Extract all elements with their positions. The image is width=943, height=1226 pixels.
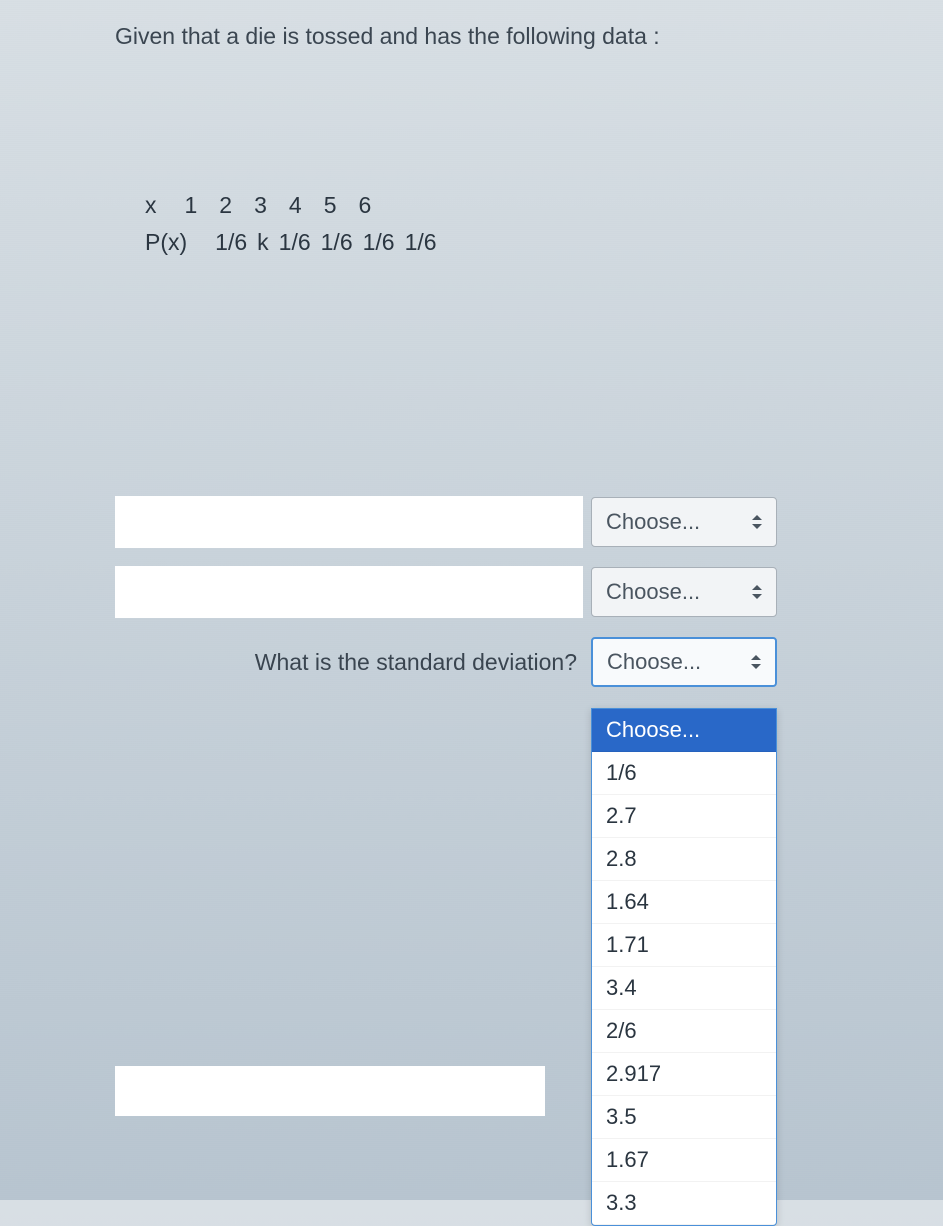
dropdown-option[interactable]: 2.917	[592, 1053, 776, 1096]
answer-select-2[interactable]: Choose...	[591, 567, 777, 617]
table-row: P(x) 1/6 k 1/6 1/6 1/6 1/6	[145, 229, 863, 256]
dropdown-option[interactable]: 3.5	[592, 1096, 776, 1139]
cell: 3	[254, 192, 267, 219]
blank-overlay	[115, 1066, 545, 1116]
dropdown-option[interactable]: 2.7	[592, 795, 776, 838]
dropdown-option[interactable]: 2/6	[592, 1010, 776, 1053]
dropdown-option[interactable]: Choose...	[592, 709, 776, 752]
blank-prompt-1	[115, 496, 583, 548]
answer-select-1[interactable]: Choose...	[591, 497, 777, 547]
dropdown-option[interactable]: 1.67	[592, 1139, 776, 1182]
std-dev-prompt: What is the standard deviation?	[115, 636, 583, 688]
cell: 2	[219, 192, 232, 219]
cell: 1/6	[215, 229, 247, 256]
dropdown-option[interactable]: 3.4	[592, 967, 776, 1010]
answer-row-1: Choose...	[115, 496, 863, 548]
question-container: Given that a die is tossed and has the f…	[0, 0, 943, 688]
dropdown-list: Choose... 1/6 2.7 2.8 1.64 1.71 3.4 2/6 …	[591, 708, 777, 1226]
cell: 1/6	[363, 229, 395, 256]
cell: 1/6	[321, 229, 353, 256]
select-value: Choose...	[606, 509, 700, 535]
probability-table: x 1 2 3 4 5 6 P(x) 1/6 k 1/6 1/6 1/6 1/6	[145, 192, 863, 256]
dropdown-option[interactable]: 1.64	[592, 881, 776, 924]
table-row: x 1 2 3 4 5 6	[145, 192, 863, 219]
row-label-px: P(x)	[145, 229, 187, 256]
cell: 4	[289, 192, 302, 219]
dropdown-option[interactable]: 1/6	[592, 752, 776, 795]
question-text: Given that a die is tossed and has the f…	[115, 20, 863, 52]
sort-icon	[751, 655, 761, 669]
select-value: Choose...	[606, 579, 700, 605]
row-label-x: x	[145, 192, 157, 219]
select-value: Choose...	[607, 649, 701, 675]
cell: 1/6	[405, 229, 437, 256]
answer-row-2: Choose...	[115, 566, 863, 618]
answer-area: Choose... Choose... What is the standard…	[115, 496, 863, 688]
answer-row-3: What is the standard deviation? Choose..…	[115, 636, 863, 688]
sort-icon	[752, 585, 762, 599]
dropdown-option[interactable]: 2.8	[592, 838, 776, 881]
cell: 1	[185, 192, 198, 219]
answer-select-3[interactable]: Choose...	[591, 637, 777, 687]
blank-prompt-2	[115, 566, 583, 618]
sort-icon	[752, 515, 762, 529]
dropdown-option[interactable]: 1.71	[592, 924, 776, 967]
cell: 6	[358, 192, 371, 219]
dropdown-option[interactable]: 3.3	[592, 1182, 776, 1225]
cell: k	[257, 229, 269, 256]
cell: 1/6	[279, 229, 311, 256]
cell: 5	[324, 192, 337, 219]
